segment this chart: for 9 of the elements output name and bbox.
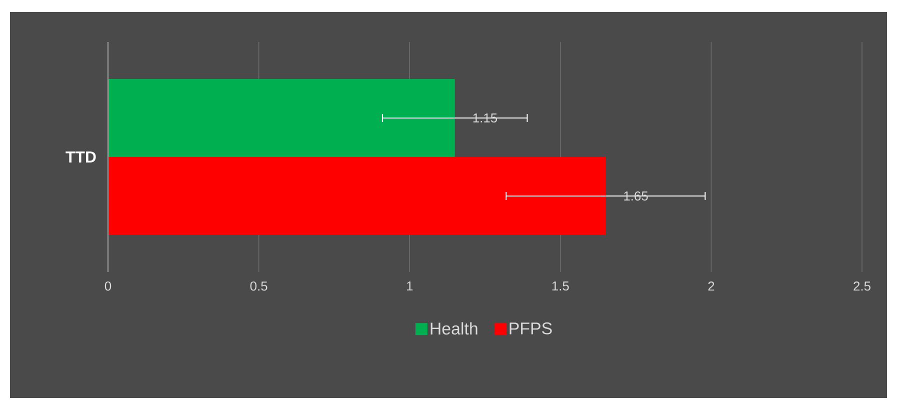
legend-label: PFPS xyxy=(510,322,552,334)
x-tick-label: 2.5 xyxy=(854,282,870,291)
legend-label: Health xyxy=(430,322,478,335)
x-tick-label: 0 xyxy=(104,282,112,291)
y-tick-label: TTD xyxy=(66,152,96,162)
x-tick-label: 1 xyxy=(406,282,413,290)
x-tick-label: 0.5 xyxy=(250,282,268,291)
x-tick-label: 1.5 xyxy=(552,282,569,291)
x-tick-label: 2 xyxy=(708,282,714,291)
